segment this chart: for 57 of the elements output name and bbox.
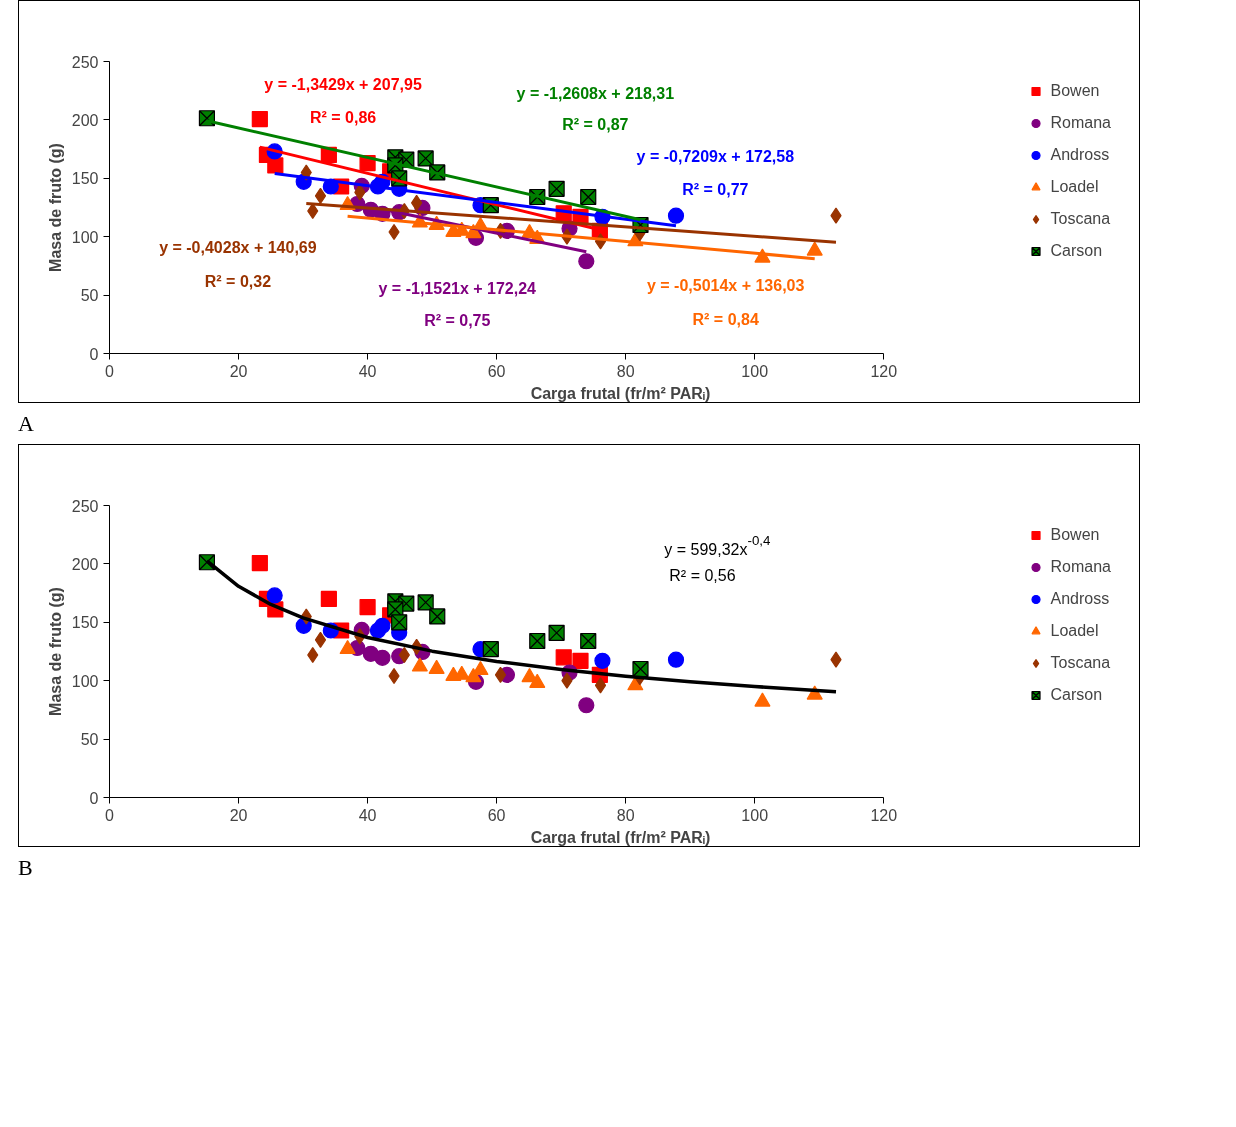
annotation: y = -1,3429x + 207,95 xyxy=(264,76,422,94)
y-tick-label: 50 xyxy=(80,287,99,305)
y-axis-title: Masa de fruto (g) xyxy=(46,587,64,717)
x-tick-label: 40 xyxy=(358,806,377,824)
annotation: R² = 0,77 xyxy=(682,181,749,199)
x-tick-label: 120 xyxy=(870,362,898,380)
x-tick-label: 100 xyxy=(741,362,769,380)
legend-label: Loadel xyxy=(1050,178,1099,196)
legend-label: Toscana xyxy=(1050,210,1111,228)
y-tick-label: 50 xyxy=(80,731,99,749)
annotation: R² = 0,56 xyxy=(669,567,736,585)
y-tick-label: 200 xyxy=(71,556,99,574)
y-tick-label: 0 xyxy=(89,789,99,807)
y-tick-label: 100 xyxy=(71,673,99,691)
annotation: R² = 0,75 xyxy=(424,312,491,330)
y-tick-label: 250 xyxy=(71,53,99,71)
legend-label: Loadel xyxy=(1050,622,1099,641)
annotation: y = -0,7209x + 172,58 xyxy=(636,147,795,165)
annotation: y = -1,1521x + 172,24 xyxy=(378,279,537,297)
x-tick-label: 80 xyxy=(616,362,635,380)
legend-label: Bowen xyxy=(1050,526,1100,545)
y-tick-label: 0 xyxy=(89,345,99,363)
y-tick-label: 200 xyxy=(71,111,99,129)
y-tick-label: 150 xyxy=(71,170,99,188)
legend-label: Carson xyxy=(1050,242,1103,260)
legend-label: Bowen xyxy=(1050,82,1100,100)
annotation: y = -0,4028x + 140,69 xyxy=(159,239,317,257)
x-tick-label: 100 xyxy=(741,806,769,824)
annotation: y = -1,2608x + 218,31 xyxy=(516,84,675,102)
legend-label: Carson xyxy=(1050,686,1103,705)
x-axis-title: Carga frutal (fr/m² PARᵢ) xyxy=(530,828,711,846)
y-tick-label: 100 xyxy=(71,228,99,246)
x-tick-label: 40 xyxy=(358,362,377,380)
y-tick-label: 250 xyxy=(71,497,99,515)
x-tick-label: 60 xyxy=(487,806,506,824)
x-tick-label: 0 xyxy=(105,362,115,380)
annotation: y = -0,5014x + 136,03 xyxy=(646,277,805,295)
text: B xyxy=(18,854,33,883)
x-tick-label: 60 xyxy=(487,362,506,380)
legend-label: Toscana xyxy=(1050,654,1111,673)
annotation: R² = 0,84 xyxy=(692,311,759,329)
x-tick-label: 20 xyxy=(229,362,248,380)
annotation: R² = 0,87 xyxy=(562,116,629,134)
y-axis-title: Masa de fruto (g) xyxy=(46,143,64,272)
x-axis-title: Carga frutal (fr/m² PARᵢ) xyxy=(530,384,711,402)
legend-label: Romana xyxy=(1050,558,1111,577)
x-tick-label: 20 xyxy=(229,806,248,824)
x-tick-label: 0 xyxy=(105,806,115,824)
x-tick-label: 80 xyxy=(616,806,635,824)
y-tick-label: 150 xyxy=(71,614,99,632)
x-tick-label: 120 xyxy=(870,806,898,824)
legend-label: Andross xyxy=(1050,590,1110,609)
annotation: R² = 0,86 xyxy=(309,109,377,127)
text: A xyxy=(18,410,34,438)
annotation: R² = 0,32 xyxy=(204,272,272,290)
legend-label: Andross xyxy=(1050,146,1110,164)
legend-label: Romana xyxy=(1050,114,1111,132)
